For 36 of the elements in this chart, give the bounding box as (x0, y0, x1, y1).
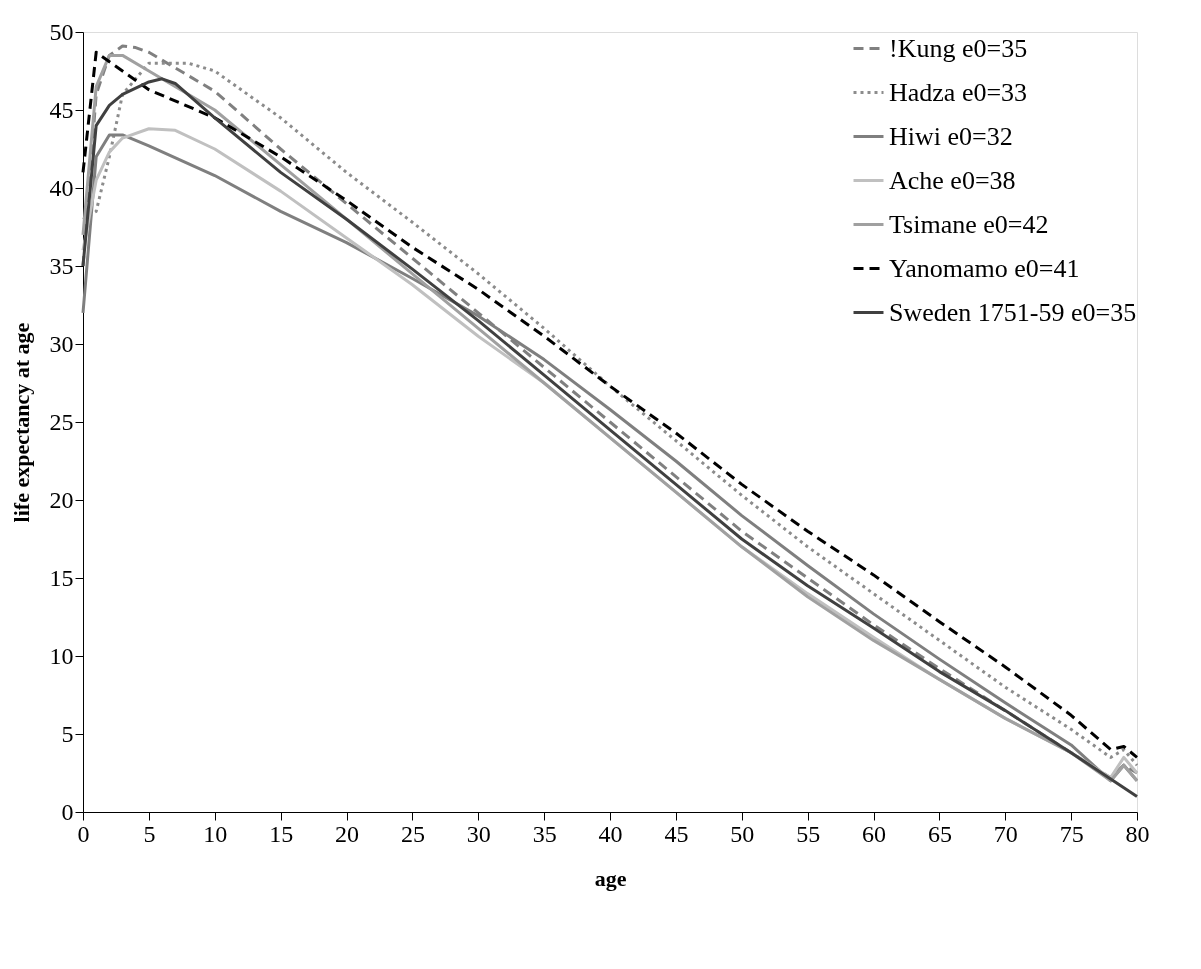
y-tick-label: 30 (49, 330, 74, 357)
x-axis-title: age (594, 865, 627, 891)
legend-label: Hadza e0=33 (889, 77, 1028, 107)
x-tick-label: 65 (927, 820, 952, 847)
x-tick-label: 60 (862, 820, 886, 847)
x-tick-label: 80 (1125, 820, 1150, 847)
x-tick-label: 35 (532, 820, 557, 847)
x-tick-label: 55 (796, 820, 821, 847)
x-tick-label: 15 (269, 820, 294, 847)
x-tick-label: 30 (466, 820, 491, 847)
y-tick-label: 0 (61, 798, 74, 825)
x-tick-label: 45 (664, 820, 689, 847)
legend-label: !Kung e0=35 (889, 33, 1028, 63)
legend-label: Tsimane e0=42 (889, 209, 1049, 239)
y-tick-label: 40 (49, 174, 74, 201)
legend-label: Hiwi e0=32 (889, 121, 1013, 151)
x-tick-label: 10 (203, 820, 228, 847)
y-tick-label: 5 (61, 720, 74, 747)
y-tick-label: 35 (49, 252, 74, 279)
y-tick-label: 10 (49, 642, 74, 669)
y-tick-label: 15 (49, 564, 74, 591)
x-tick-label: 40 (598, 820, 623, 847)
y-tick-label: 20 (49, 486, 74, 513)
x-tick-label: 25 (400, 820, 425, 847)
legend-label: Ache e0=38 (889, 165, 1016, 195)
x-tick-label: 50 (730, 820, 755, 847)
y-tick-label: 25 (49, 408, 74, 435)
y-tick-label: 50 (49, 18, 74, 45)
y-axis-title: life expectancy at age (8, 322, 34, 523)
x-tick-label: 20 (335, 820, 359, 847)
legend-label: Yanomamo e0=41 (889, 253, 1080, 283)
x-tick-label: 70 (993, 820, 1018, 847)
y-tick-label: 45 (49, 96, 74, 123)
legend-label: Sweden 1751-59 e0=35 (889, 297, 1137, 327)
x-tick-label: 5 (143, 820, 156, 847)
x-tick-label: 75 (1059, 820, 1084, 847)
